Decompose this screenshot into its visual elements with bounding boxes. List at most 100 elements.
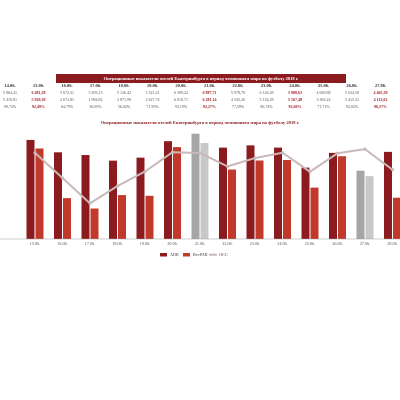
occ-point-7 [225, 164, 230, 168]
table-cell-dates-0: 14.06. [4, 83, 16, 88]
bar-revpar-12 [365, 176, 374, 239]
table-cell-row2-10: 5 167,48 [288, 97, 302, 102]
table-cell-row2-9: 5 134,28 [259, 97, 274, 102]
bar-adr-3 [109, 160, 117, 239]
legend-swatch-revpar [183, 253, 190, 257]
x-tick-label-13: 28.06. [387, 241, 397, 246]
table-cell-dates-6: 20.06. [175, 83, 187, 88]
table-cell-dates-7: 21.06. [203, 83, 216, 88]
legend: ADR RevPAR OCC [160, 252, 228, 257]
bar-revpar-8 [255, 160, 264, 239]
bar-adr-13 [384, 151, 392, 239]
table-cell-dates-1: 15.06. [32, 83, 45, 88]
table-cell-row3-9: 86,74% [260, 104, 273, 109]
bar-adr-2 [81, 155, 90, 239]
bar-revpar-9 [283, 160, 291, 239]
table-cell-row1-2: 5 672,31 [60, 90, 74, 95]
table-cell-row1-6: 6 399,22 [174, 90, 188, 95]
legend-label-occ: OCC [219, 252, 228, 257]
bar-revpar-6 [200, 142, 209, 239]
table-cell-row2-0: 5 410,81 [3, 97, 17, 102]
x-tick-label-12: 27.06. [360, 241, 370, 246]
occ-point-6 [198, 151, 202, 155]
legend-label-adr: ADR [170, 252, 179, 257]
occ-point-5 [170, 150, 175, 154]
x-tick-label-3: 18.06. [112, 241, 122, 246]
x-tick-label-6: 21.06. [195, 241, 205, 246]
table-cell-dates-8: 22.06. [232, 83, 244, 88]
table-cell-row1-9: 6 126,38 [259, 90, 274, 95]
table-cell-dates-10: 24.06. [289, 83, 301, 88]
x-tick-label-7: 22.06. [222, 241, 232, 246]
table-cell-row3-10: 92,60% [288, 104, 302, 109]
occ-point-4 [143, 169, 147, 174]
table-cell-row1-4: 5 126,42 [117, 90, 131, 95]
table-cell-row2-4: 2 871,99 [117, 97, 131, 102]
occ-point-8 [253, 156, 257, 160]
table-cell-row2-6: 6 010,71 [174, 97, 188, 102]
table-cell-row3-4: 56,02% [117, 104, 131, 109]
bar-adr-6 [191, 133, 200, 239]
occ-point-12 [363, 147, 367, 151]
table-cell-row1-8: 5 978,70 [231, 90, 245, 95]
table-cell-row1-1: 6 481,28 [31, 90, 46, 95]
table-cell-dates-2: 16.06. [61, 83, 73, 88]
bar-revpar-4 [145, 195, 154, 239]
table-cell-dates-5: 19.06. [146, 83, 159, 88]
table-cell-row3-8: 77,59% [231, 104, 245, 109]
occ-point-3 [115, 184, 120, 188]
x-tick-label-0: 15.06. [30, 241, 40, 246]
bar-revpar-5 [173, 147, 181, 239]
occ-point-11 [335, 151, 340, 155]
table-title-banner: Операционные показатели отелей Екатеринб… [56, 74, 346, 83]
bars-group [26, 133, 400, 239]
occ-line [34, 148, 394, 205]
table-cell-row3-11: 71,71% [317, 104, 330, 109]
table-cell-row1-3: 5 493,13 [88, 90, 103, 95]
table-cell-row2-2: 2 672,81 [60, 97, 74, 102]
x-tick-label-8: 23.06. [250, 241, 260, 246]
table-cell-row1-12: 5 634,58 [345, 90, 359, 95]
occ-line-group [33, 147, 395, 205]
x-tick-label-10: 25.06. [305, 241, 315, 246]
x-axis-labels: 15.06. 16.06. 17.06. 18.06. 19.06. 20.06. 21.0… [30, 241, 398, 246]
bar-adr-7 [219, 147, 227, 239]
table-cell-row1-0: 5 964,41 [3, 90, 17, 95]
legend-swatch-adr [160, 253, 167, 257]
table-cell-row1-7: 6 887,71 [202, 90, 217, 95]
table-cell-row1-13: 4 465,39 [373, 90, 388, 95]
table-cell-row1-11: 4 669,88 [316, 90, 331, 95]
table-cell-row1-5: 5 321,21 [145, 90, 160, 95]
table-cell-row2-3: 1 994,82 [88, 97, 103, 102]
occ-point-2 [88, 201, 92, 205]
table-cell-row2-1: 5 920,30 [31, 97, 46, 102]
bar-revpar-10 [310, 187, 319, 239]
bar-revpar-1 [63, 198, 71, 239]
table-cell-row2-7: 6 281,14 [202, 97, 217, 102]
table-cell-row3-12: 92,02% [345, 104, 359, 109]
bar-revpar-7 [228, 169, 236, 239]
x-tick-label-2: 17.06. [85, 241, 95, 246]
bar-adr-0 [26, 139, 35, 239]
data-table: 14.06. 15.06. 16.06. 17.06. 18.06. 19.06. 20.0… [0, 0, 400, 112]
occ-point-10 [308, 170, 312, 174]
table-cell-row3-3: 36,95% [89, 104, 102, 109]
bar-adr-4 [136, 157, 145, 239]
table-cell-row3-13: 96,57% [374, 104, 387, 109]
table-cell-dates-13: 27.06. [374, 83, 387, 88]
table-cell-dates-4: 18.06. [118, 83, 130, 88]
occ-point-13 [390, 168, 395, 172]
bar-adr-11 [329, 152, 337, 239]
x-tick-label-5: 20.06. [167, 241, 177, 246]
bar-adr-5 [164, 141, 172, 239]
legend-label-revpar: RevPAR [193, 252, 208, 257]
bar-adr-12 [356, 170, 365, 239]
table-cell-row2-12: 5 415,52 [345, 97, 359, 102]
bar-adr-1 [54, 152, 62, 239]
bar-revpar-0 [35, 148, 44, 239]
bar-adr-9 [274, 147, 282, 239]
table-cell-row3-1: 92,49% [32, 104, 45, 109]
bar-adr-8 [246, 145, 255, 239]
bar-revpar-2 [90, 208, 99, 239]
table-cell-row2-13: 4 112,63 [373, 97, 388, 102]
